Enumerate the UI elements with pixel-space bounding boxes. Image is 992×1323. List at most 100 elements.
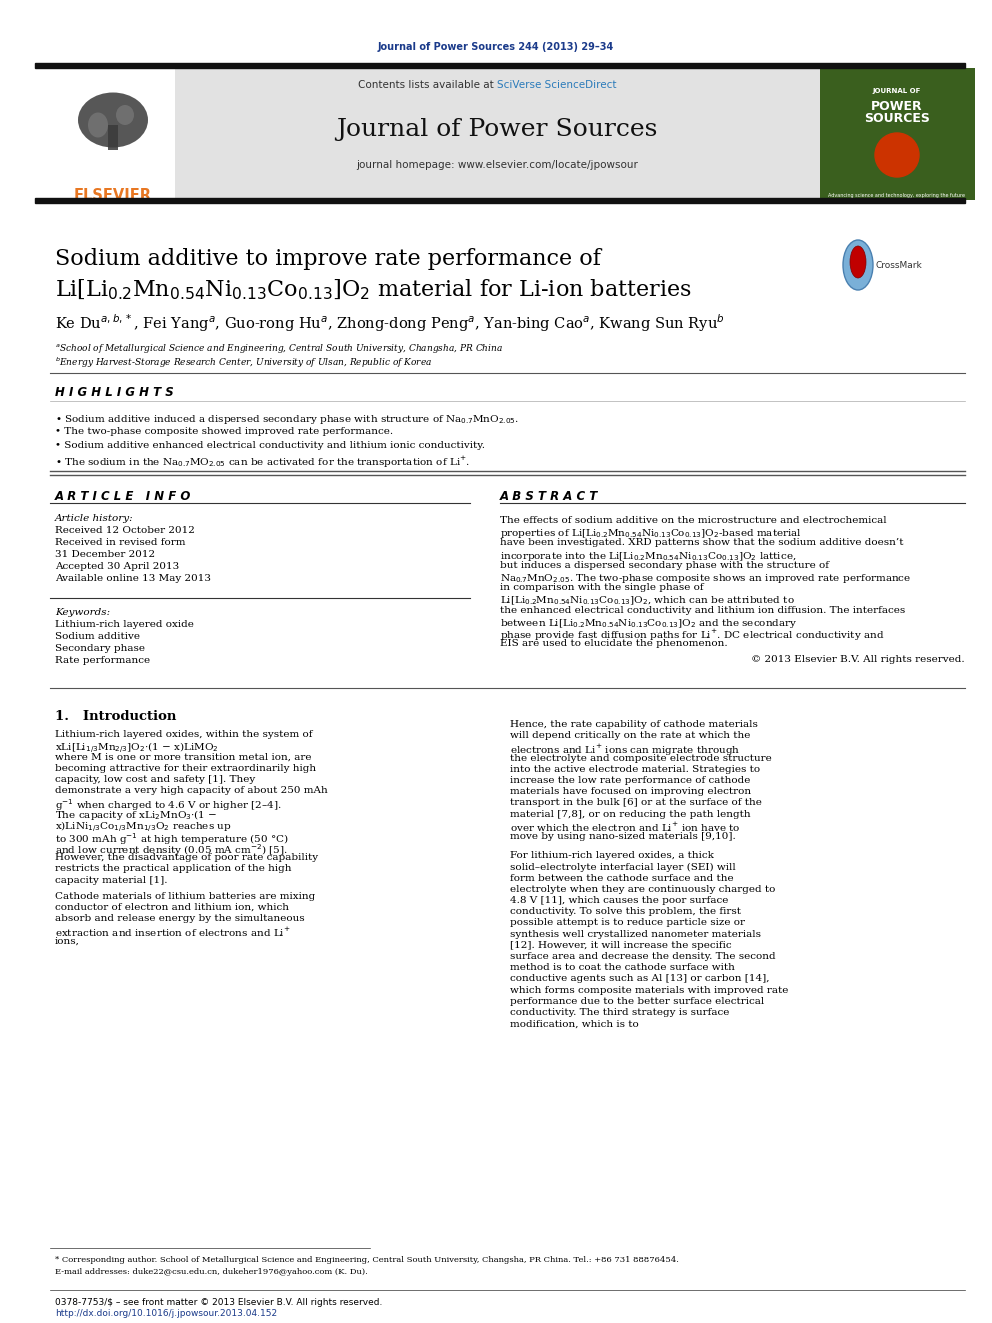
Text: extraction and insertion of electrons and Li$^{+}$: extraction and insertion of electrons an… [55, 925, 291, 938]
Text: materials have focused on improving electron: materials have focused on improving elec… [510, 787, 751, 796]
Text: between Li[Li$_{0.2}$Mn$_{0.54}$Ni$_{0.13}$Co$_{0.13}$]O$_2$ and the secondary: between Li[Li$_{0.2}$Mn$_{0.54}$Ni$_{0.1… [500, 617, 798, 630]
Text: conductivity. The third strategy is surface: conductivity. The third strategy is surf… [510, 1008, 729, 1017]
Text: demonstrate a very high capacity of about 250 mAh: demonstrate a very high capacity of abou… [55, 786, 327, 795]
Text: journal homepage: www.elsevier.com/locate/jpowsour: journal homepage: www.elsevier.com/locat… [356, 160, 638, 169]
Text: Na$_{0.7}$MnO$_{2.05}$. The two-phase composite shows an improved rate performan: Na$_{0.7}$MnO$_{2.05}$. The two-phase co… [500, 572, 912, 585]
Ellipse shape [843, 239, 873, 290]
Text: increase the low rate performance of cathode: increase the low rate performance of cat… [510, 777, 750, 785]
Text: Sodium additive to improve rate performance of: Sodium additive to improve rate performa… [55, 247, 601, 270]
Text: However, the disadvantage of poor rate capability: However, the disadvantage of poor rate c… [55, 853, 318, 863]
Text: material [7,8], or on reducing the path length: material [7,8], or on reducing the path … [510, 810, 751, 819]
Text: restricts the practical application of the high: restricts the practical application of t… [55, 864, 292, 873]
Text: capacity, low cost and safety [1]. They: capacity, low cost and safety [1]. They [55, 775, 255, 783]
Text: x)LiNi$_{1/3}$Co$_{1/3}$Mn$_{1/3}$O$_2$ reaches up: x)LiNi$_{1/3}$Co$_{1/3}$Mn$_{1/3}$O$_2$ … [55, 820, 231, 835]
Text: the enhanced electrical conductivity and lithium ion diffusion. The interfaces: the enhanced electrical conductivity and… [500, 606, 906, 615]
Text: absorb and release energy by the simultaneous: absorb and release energy by the simulta… [55, 914, 305, 923]
Text: in comparison with the single phase of: in comparison with the single phase of [500, 583, 703, 593]
Bar [35, 64, 965, 67]
Text: conductor of electron and lithium ion, which: conductor of electron and lithium ion, w… [55, 904, 289, 912]
Text: conductivity. To solve this problem, the first: conductivity. To solve this problem, the… [510, 908, 741, 917]
Text: JOURNAL OF: JOURNAL OF [873, 89, 922, 94]
Text: the electrolyte and composite electrode structure: the electrolyte and composite electrode … [510, 754, 772, 762]
Text: Contents lists available at: Contents lists available at [358, 79, 497, 90]
Text: Keywords:: Keywords: [55, 609, 110, 617]
Text: SciVerse ScienceDirect: SciVerse ScienceDirect [497, 79, 616, 90]
Text: • Sodium additive enhanced electrical conductivity and lithium ionic conductivit: • Sodium additive enhanced electrical co… [55, 441, 485, 450]
Text: phase provide fast diffusion paths for Li$^{+}$. DC electrical conductivity and: phase provide fast diffusion paths for L… [500, 628, 884, 643]
Text: POWER
SOURCES: POWER SOURCES [864, 101, 930, 124]
Text: http://dx.doi.org/10.1016/j.jpowsour.2013.04.152: http://dx.doi.org/10.1016/j.jpowsour.201… [55, 1308, 277, 1318]
Text: Accepted 30 April 2013: Accepted 30 April 2013 [55, 562, 180, 572]
Text: transport in the bulk [6] or at the surface of the: transport in the bulk [6] or at the surf… [510, 798, 762, 807]
Text: electrolyte when they are continuously charged to: electrolyte when they are continuously c… [510, 885, 776, 894]
Text: capacity material [1].: capacity material [1]. [55, 876, 168, 885]
Text: A B S T R A C T: A B S T R A C T [500, 490, 598, 503]
Text: becoming attractive for their extraordinarily high: becoming attractive for their extraordin… [55, 763, 316, 773]
Text: Lithium-rich layered oxides, within the system of: Lithium-rich layered oxides, within the … [55, 730, 312, 740]
Text: where M is one or more transition metal ion, are: where M is one or more transition metal … [55, 753, 311, 762]
Text: Sodium additive: Sodium additive [55, 632, 140, 642]
Text: • Sodium additive induced a dispersed secondary phase with structure of Na$_{0.7: • Sodium additive induced a dispersed se… [55, 413, 519, 426]
Text: Available online 13 May 2013: Available online 13 May 2013 [55, 574, 211, 583]
Bar [35, 67, 175, 200]
Text: Li[Li$_{0.2}$Mn$_{0.54}$Ni$_{0.13}$Co$_{0.13}$]O$_2$, which can be attributed to: Li[Li$_{0.2}$Mn$_{0.54}$Ni$_{0.13}$Co$_{… [500, 594, 795, 607]
Text: EIS are used to elucidate the phenomenon.: EIS are used to elucidate the phenomenon… [500, 639, 727, 648]
Text: * Corresponding author. School of Metallurgical Science and Engineering, Central: * Corresponding author. School of Metall… [55, 1256, 679, 1263]
Text: A R T I C L E   I N F O: A R T I C L E I N F O [55, 490, 191, 503]
Text: Lithium-rich layered oxide: Lithium-rich layered oxide [55, 620, 193, 628]
Text: ELSEVIER: ELSEVIER [74, 188, 152, 202]
Text: H I G H L I G H T S: H I G H L I G H T S [55, 386, 174, 400]
Text: $^{b}$Energy Harvest-Storage Research Center, University of Ulsan, Republic of K: $^{b}$Energy Harvest-Storage Research Ce… [55, 356, 433, 370]
Text: © 2013 Elsevier B.V. All rights reserved.: © 2013 Elsevier B.V. All rights reserved… [751, 655, 965, 664]
Text: Rate performance: Rate performance [55, 656, 150, 665]
Text: [12]. However, it will increase the specific: [12]. However, it will increase the spec… [510, 941, 732, 950]
Text: Article history:: Article history: [55, 515, 134, 523]
Text: 0378-7753/$ – see front matter © 2013 Elsevier B.V. All rights reserved.: 0378-7753/$ – see front matter © 2013 El… [55, 1298, 382, 1307]
Circle shape [875, 134, 919, 177]
Text: Hence, the rate capability of cathode materials: Hence, the rate capability of cathode ma… [510, 720, 758, 729]
Text: E-mail addresses: duke22@csu.edu.cn, dukeher1976@yahoo.com (K. Du).: E-mail addresses: duke22@csu.edu.cn, duk… [55, 1267, 368, 1275]
Text: ions,: ions, [55, 937, 80, 946]
Text: properties of Li[Li$_{0.2}$Mn$_{0.54}$Ni$_{0.13}$Co$_{0.13}$]O$_2$-based materia: properties of Li[Li$_{0.2}$Mn$_{0.54}$Ni… [500, 527, 802, 540]
Text: For lithium-rich layered oxides, a thick: For lithium-rich layered oxides, a thick [510, 851, 714, 860]
Text: electrons and Li$^{+}$ ions can migrate through: electrons and Li$^{+}$ ions can migrate … [510, 742, 740, 758]
Text: over which the electron and Li$^{+}$ ion have to: over which the electron and Li$^{+}$ ion… [510, 820, 741, 833]
Text: g$^{-1}$ when charged to 4.6 V or higher [2–4].: g$^{-1}$ when charged to 4.6 V or higher… [55, 798, 282, 814]
Text: The capacity of xLi$_2$MnO$_3$·(1 −: The capacity of xLi$_2$MnO$_3$·(1 − [55, 808, 217, 823]
Ellipse shape [116, 105, 134, 124]
Text: into the active electrode material. Strategies to: into the active electrode material. Stra… [510, 765, 760, 774]
Text: 4.8 V [11], which causes the poor surface: 4.8 V [11], which causes the poor surfac… [510, 896, 728, 905]
Text: but induces a dispersed secondary phase with the structure of: but induces a dispersed secondary phase … [500, 561, 829, 570]
Text: surface area and decrease the density. The second: surface area and decrease the density. T… [510, 953, 776, 960]
Text: method is to coat the cathode surface with: method is to coat the cathode surface wi… [510, 963, 735, 972]
Text: Received in revised form: Received in revised form [55, 538, 186, 546]
Text: Li[Li$_{0.2}$Mn$_{0.54}$Ni$_{0.13}$Co$_{0.13}$]O$_2$ material for Li-ion batteri: Li[Li$_{0.2}$Mn$_{0.54}$Ni$_{0.13}$Co$_{… [55, 278, 691, 302]
Text: and low current density (0.05 mA cm$^{-2}$) [5].: and low current density (0.05 mA cm$^{-2… [55, 841, 288, 857]
Ellipse shape [78, 93, 148, 147]
Text: solid–electrolyte interfacial layer (SEI) will: solid–electrolyte interfacial layer (SEI… [510, 863, 736, 872]
Text: Cathode materials of lithium batteries are mixing: Cathode materials of lithium batteries a… [55, 892, 315, 901]
Text: $^{a}$School of Metallurgical Science and Engineering, Central South University,: $^{a}$School of Metallurgical Science an… [55, 343, 503, 355]
Text: form between the cathode surface and the: form between the cathode surface and the [510, 873, 734, 882]
Text: 1.   Introduction: 1. Introduction [55, 710, 177, 722]
Text: xLi[Li$_{1/3}$Mn$_{2/3}$]O$_2$·(1 − x)LiMO$_2$: xLi[Li$_{1/3}$Mn$_{2/3}$]O$_2$·(1 − x)Li… [55, 741, 219, 757]
Text: move by using nano-sized materials [9,10].: move by using nano-sized materials [9,10… [510, 832, 736, 841]
Text: will depend critically on the rate at which the: will depend critically on the rate at wh… [510, 732, 750, 740]
Text: possible attempt is to reduce particle size or: possible attempt is to reduce particle s… [510, 918, 745, 927]
Text: The effects of sodium additive on the microstructure and electrochemical: The effects of sodium additive on the mi… [500, 516, 887, 525]
Ellipse shape [88, 112, 108, 138]
Text: CrossMark: CrossMark [876, 261, 923, 270]
Text: Secondary phase: Secondary phase [55, 644, 145, 654]
Text: Ke Du$^{a,b,*}$, Fei Yang$^{a}$, Guo-rong Hu$^{a}$, Zhong-dong Peng$^{a}$, Yan-b: Ke Du$^{a,b,*}$, Fei Yang$^{a}$, Guo-ron… [55, 312, 725, 333]
Text: Received 12 October 2012: Received 12 October 2012 [55, 527, 194, 534]
Text: conductive agents such as Al [13] or carbon [14],: conductive agents such as Al [13] or car… [510, 975, 770, 983]
Text: to 300 mAh g$^{-1}$ at high temperature (50 °C): to 300 mAh g$^{-1}$ at high temperature … [55, 831, 289, 847]
Text: Advancing science and technology, exploring the future: Advancing science and technology, explor… [828, 193, 965, 198]
Text: • The two-phase composite showed improved rate performance.: • The two-phase composite showed improve… [55, 427, 393, 437]
Bar [108, 124, 118, 149]
Bar [35, 198, 965, 202]
Text: 31 December 2012: 31 December 2012 [55, 550, 155, 560]
Text: modification, which is to: modification, which is to [510, 1019, 639, 1028]
Text: Journal of Power Sources: Journal of Power Sources [336, 118, 658, 142]
Ellipse shape [850, 246, 866, 278]
